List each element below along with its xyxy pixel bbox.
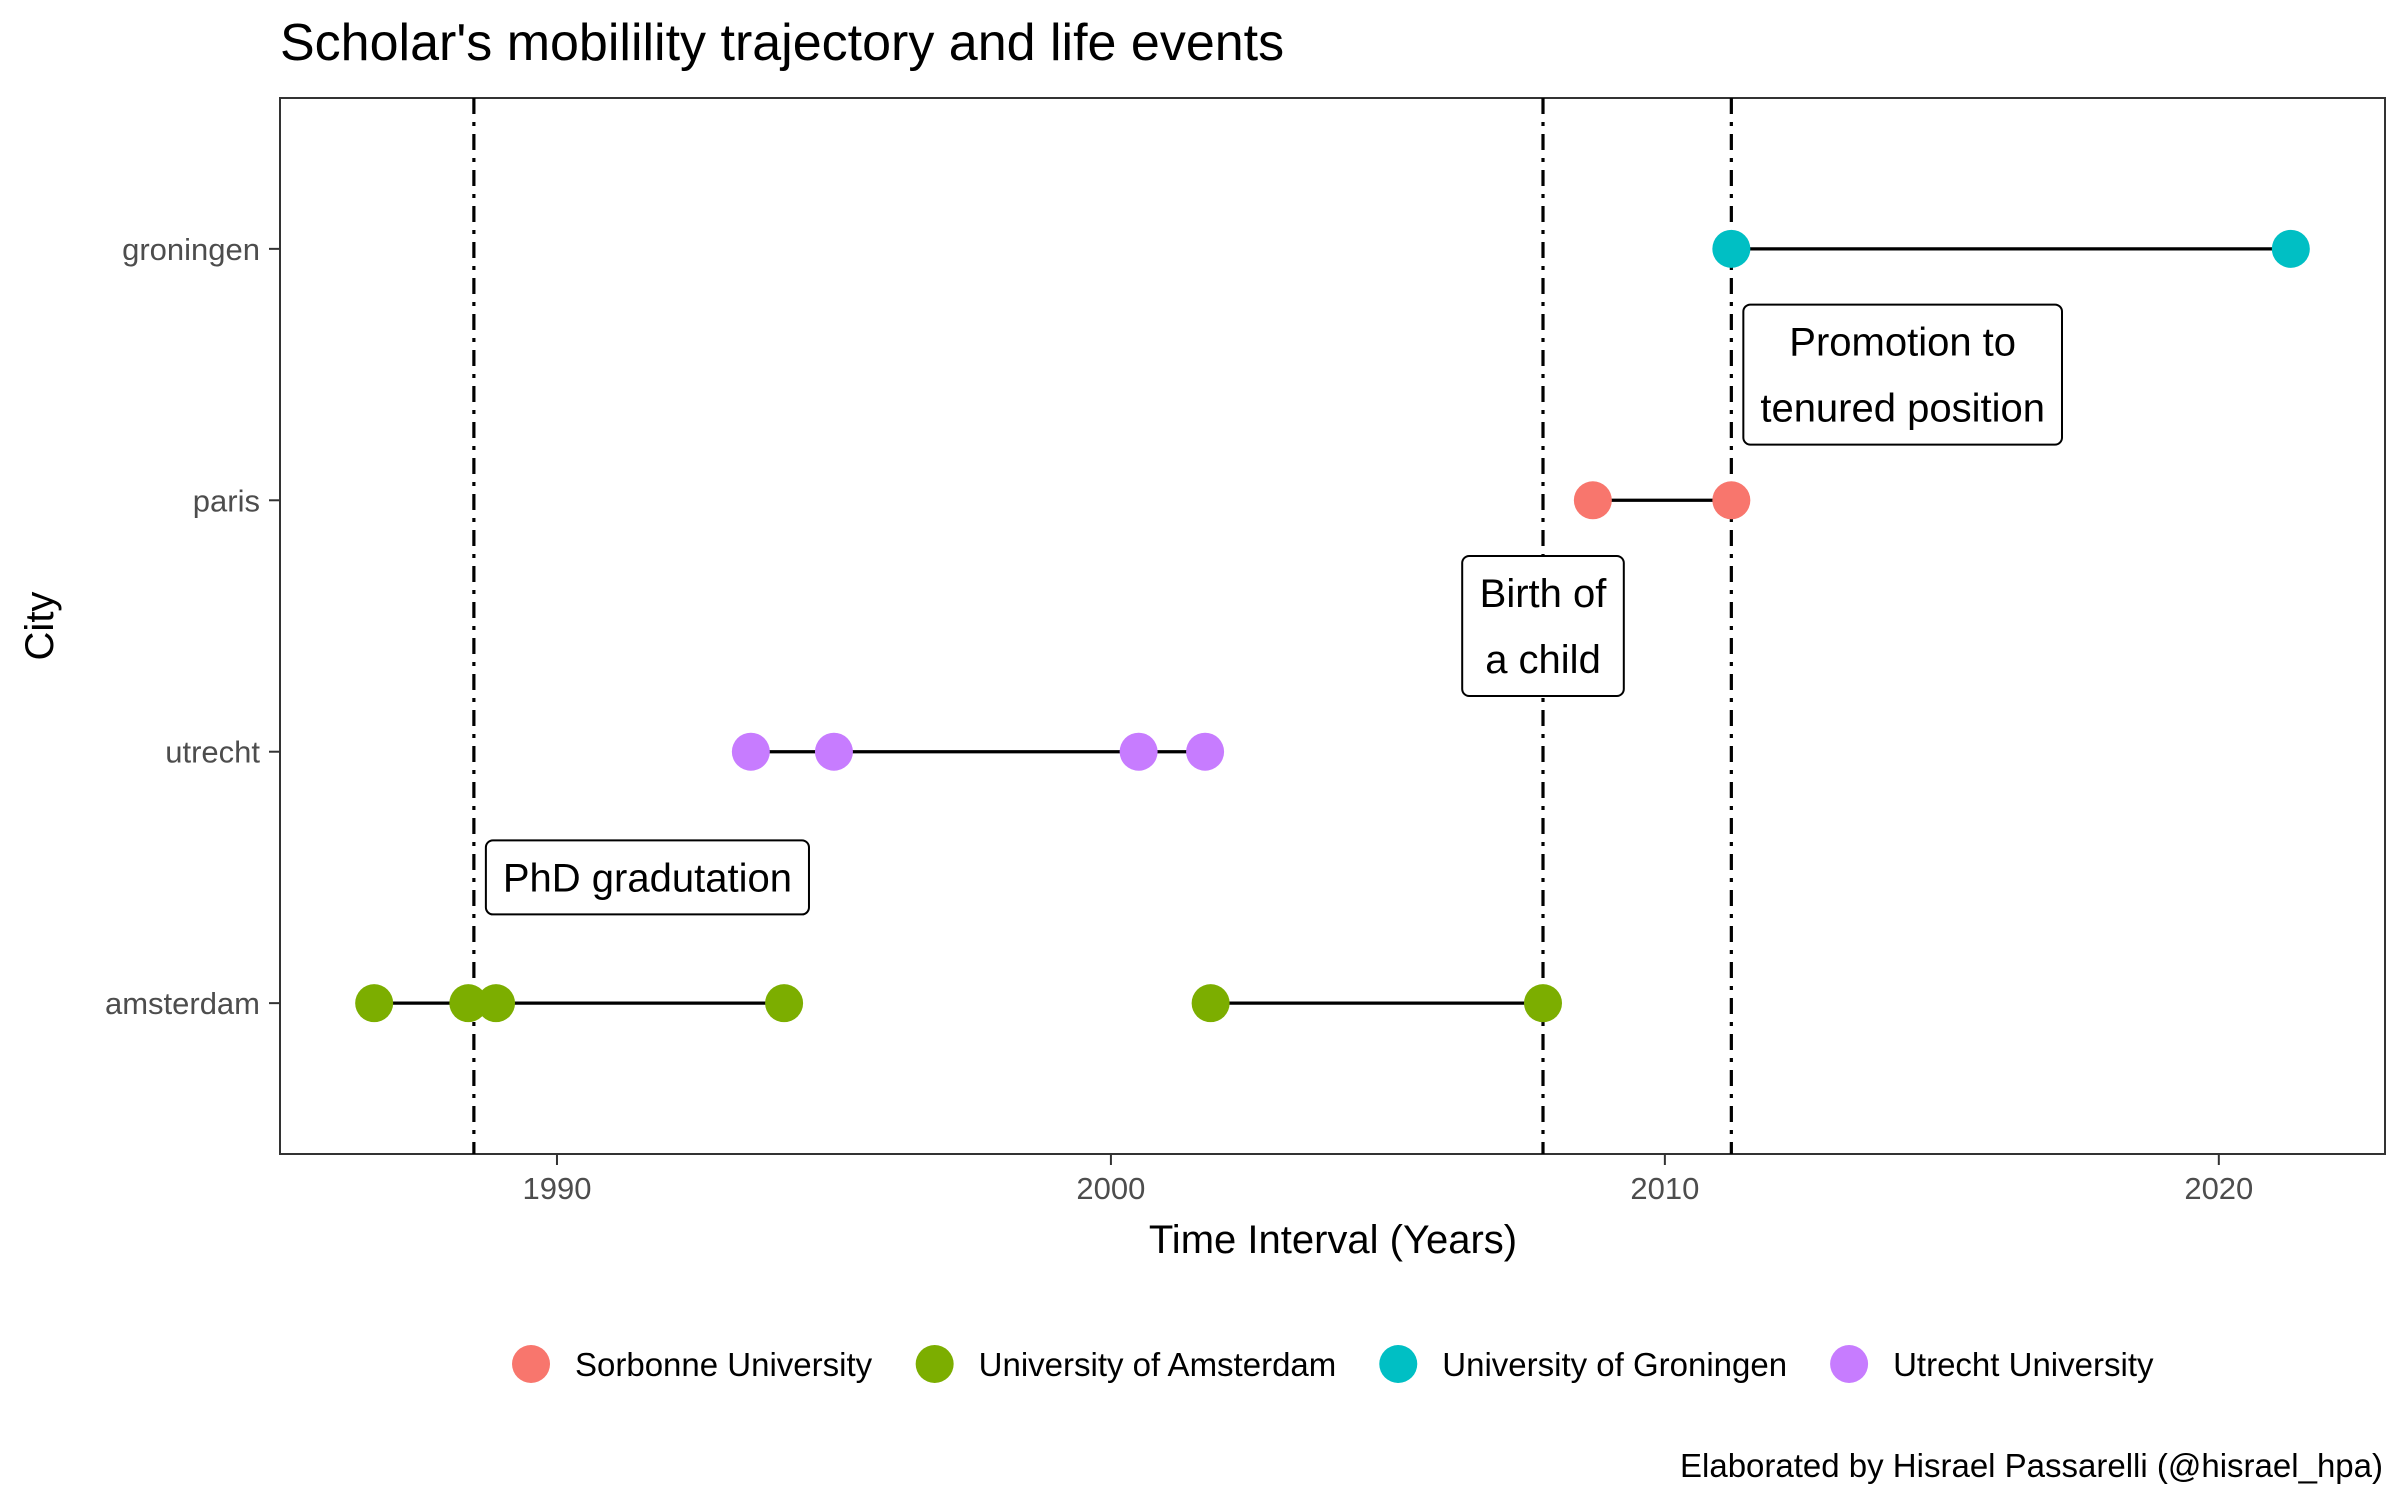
event-label-1: Birth of a child [1461,555,1625,697]
legend-label: University of Groningen [1442,1346,1787,1383]
point-university-of-amsterdam-1 [449,984,488,1023]
y-tick-label-paris: paris [193,483,260,518]
legend-item-2: University of Groningen [1379,1345,1787,1383]
legend-key [1379,1345,1418,1383]
legend-key [512,1345,551,1383]
legend-label: Sorbonne University [575,1346,873,1383]
event-label-text: PhD gradutation [503,856,792,900]
legend-item-0: Sorbonne University [512,1345,873,1383]
event-label-0: PhD gradutation [484,839,810,916]
y-tick-label-amsterdam: amsterdam [105,986,260,1021]
x-tick-label-2020: 2020 [2184,1171,2253,1206]
x-axis-title: Time Interval (Years) [1149,1218,1517,1262]
point-utrecht-university-2 [1119,732,1158,771]
event-label-2: Promotion to tenured position [1742,303,2063,446]
plot-panel [279,97,2386,1155]
point-university-of-amsterdam-0 [355,984,394,1023]
x-tick-label-2010: 2010 [1630,1171,1699,1206]
x-tick-label-1990: 1990 [522,1171,591,1206]
event-label-text: Birth of [1480,572,1608,616]
chart-title: Scholar's mobilility trajectory and life… [280,14,1284,72]
y-axis: amsterdam utrecht paris groningen [105,232,280,1021]
point-sorbonne-university-0 [1573,481,1612,520]
caption: Elaborated by Hisrael Passarelli (@hisra… [1680,1447,2383,1484]
y-tick-label-groningen: groningen [122,232,260,267]
legend-label: University of Amsterdam [979,1346,1337,1383]
point-university-of-amsterdam-4 [1191,984,1230,1023]
legend: Sorbonne University University of Amsterd… [512,1345,2154,1383]
legend-item-3: Utrecht University [1830,1345,2154,1383]
point-university-of-amsterdam-2 [477,984,516,1023]
point-utrecht-university-0 [731,732,770,771]
event-labels: PhD gradutation Birth of a child Promotion … [484,303,2063,916]
legend-label: Utrecht University [1893,1346,2154,1383]
event-label-box [484,839,810,916]
trajectory-points [355,229,2310,1023]
point-university-of-amsterdam-3 [765,984,804,1023]
event-label-text: Promotion to [1789,321,2016,365]
point-university-of-amsterdam-5 [1524,984,1562,1023]
y-tick-label-utrecht: utrecht [165,735,260,770]
event-label-box [1742,303,2063,446]
event-label-text: tenured position [1760,387,2045,431]
event-label-box [1461,555,1625,697]
event-label-text: a child [1485,638,1601,682]
y-axis-title: City [18,592,62,661]
point-utrecht-university-1 [814,732,853,771]
legend-item-1: University of Amsterdam [915,1345,1337,1383]
legend-key [915,1345,954,1383]
point-university-of-groningen-0 [1712,229,1751,268]
x-tick-label-2000: 2000 [1076,1171,1145,1206]
point-utrecht-university-3 [1186,732,1225,771]
point-university-of-groningen-1 [2271,229,2310,268]
x-axis: 1990 2000 2010 2020 [522,1154,2253,1206]
legend-key [1830,1345,1869,1383]
point-sorbonne-university-1 [1712,481,1751,520]
